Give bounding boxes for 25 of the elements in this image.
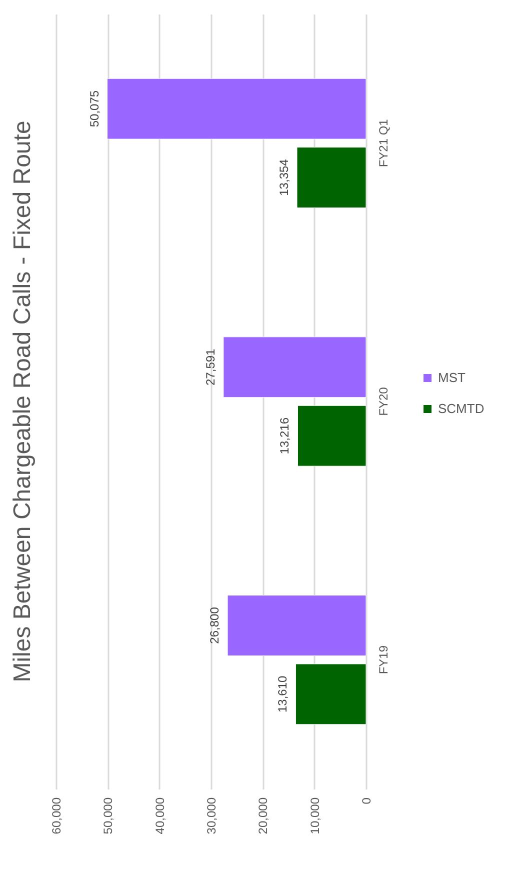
x-tick-label: 30,000 (204, 797, 218, 834)
bar (296, 147, 366, 208)
x-tick-label: 0 (360, 797, 374, 804)
y-tick-label: FY21 Q1 (376, 118, 390, 168)
y-tick-label: FY20 (376, 386, 390, 416)
bar (223, 336, 366, 398)
data-label: 50,075 (87, 90, 102, 128)
text: Miles Between Chargeable Road Calls - Fixed Route (9, 120, 36, 682)
data-label: 13,216 (278, 417, 292, 454)
bar (295, 664, 366, 725)
legend-label: SCMTD (438, 401, 484, 416)
data-label: 13,354 (277, 158, 292, 196)
legend-label: MST (438, 370, 466, 385)
bar (227, 595, 366, 656)
x-tick-label: 60,000 (50, 797, 64, 834)
x-tick-label: 20,000 (256, 797, 270, 834)
x-tick-label: 40,000 (152, 797, 167, 834)
data-label: 27,591 (203, 348, 218, 386)
y-tick-label: FY19 (376, 645, 390, 674)
x-tick-label: 50,000 (101, 797, 116, 834)
data-label: 26,800 (208, 606, 222, 644)
data-label: 13,610 (276, 676, 290, 713)
x-tick-label: 10,000 (308, 797, 322, 834)
bar (107, 78, 366, 140)
bar (297, 405, 366, 466)
